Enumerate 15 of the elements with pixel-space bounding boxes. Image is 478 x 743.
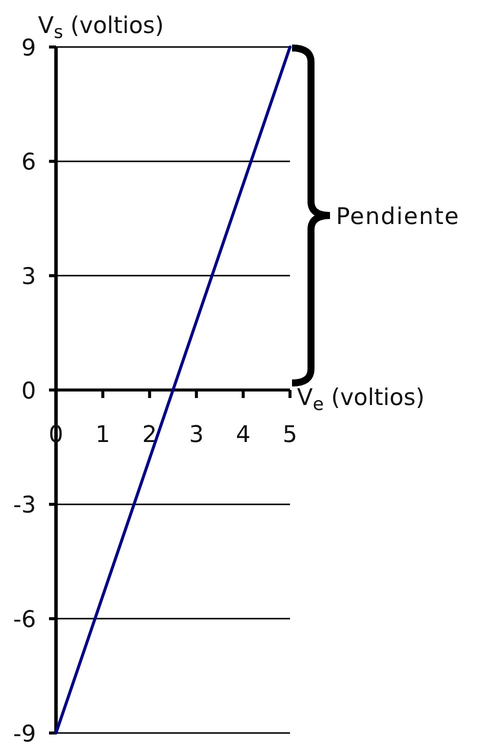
y-tick-label: -6 (13, 606, 36, 633)
x-tick-label: 5 (282, 422, 298, 448)
y-tick-label: -9 (13, 721, 36, 743)
x-axis-title: V$_{e}$ (voltios) (297, 385, 425, 414)
y-tick-label: 9 (21, 35, 36, 62)
x-tick-label: 1 (95, 422, 110, 448)
x-tick-label: 2 (142, 422, 157, 448)
y-tick-label: -3 (13, 492, 36, 519)
y-tick-label: 0 (21, 378, 36, 404)
y-axis-title: V$_{s}$ (voltios) (38, 13, 164, 42)
x-tick-label: 4 (236, 422, 251, 448)
text: Pendiente (336, 204, 460, 230)
y-tick-label: 3 (21, 264, 36, 290)
x-tick-label: 3 (189, 422, 204, 448)
y-tick-label: 6 (21, 150, 36, 176)
